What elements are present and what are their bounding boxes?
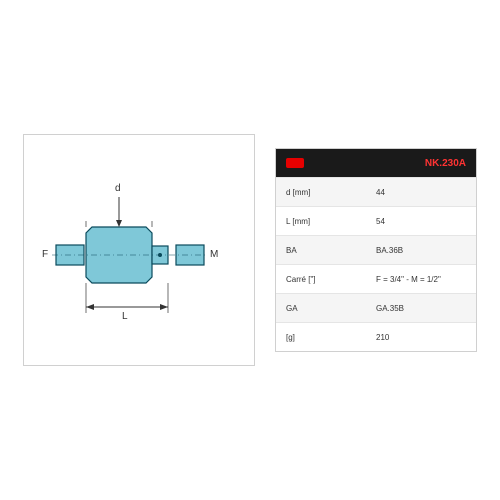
spec-value: 44 [376, 188, 466, 197]
spec-value: 210 [376, 333, 466, 342]
spec-label: BA [286, 246, 376, 255]
dim-label-d: d [115, 183, 121, 194]
spec-label: L [mm] [286, 217, 376, 226]
product-model: NK.230A [425, 158, 466, 169]
dim-label-l: L [122, 311, 128, 322]
spec-rows: d [mm]44L [mm]54BABA.36BCarré ["]F = 3/4… [276, 177, 476, 351]
spec-row: GAGA.35B [276, 293, 476, 322]
dim-label-m: M [210, 249, 218, 260]
spec-row: L [mm]54 [276, 206, 476, 235]
spec-label: [g] [286, 333, 376, 342]
spec-label: GA [286, 304, 376, 313]
spec-row: BABA.36B [276, 235, 476, 264]
dim-label-f: F [42, 249, 48, 260]
adapter-diagram [24, 135, 254, 365]
spec-row: Carré ["]F = 3/4" - M = 1/2" [276, 264, 476, 293]
spec-label: d [mm] [286, 188, 376, 197]
spec-header: NK.230A [276, 149, 476, 177]
main-container: d F M L NK.230A d [mm]44L [mm]54BABA.36B… [0, 0, 500, 500]
spec-panel: NK.230A d [mm]44L [mm]54BABA.36BCarré ["… [275, 148, 477, 352]
spec-value: GA.35B [376, 304, 466, 313]
spec-value: BA.36B [376, 246, 466, 255]
brand-logo-icon [286, 158, 304, 168]
spec-value: F = 3/4" - M = 1/2" [376, 275, 466, 284]
spec-row: d [mm]44 [276, 177, 476, 206]
spec-value: 54 [376, 217, 466, 226]
spec-label: Carré ["] [286, 275, 376, 284]
diagram-panel: d F M L [23, 134, 255, 366]
spec-row: [g]210 [276, 322, 476, 351]
